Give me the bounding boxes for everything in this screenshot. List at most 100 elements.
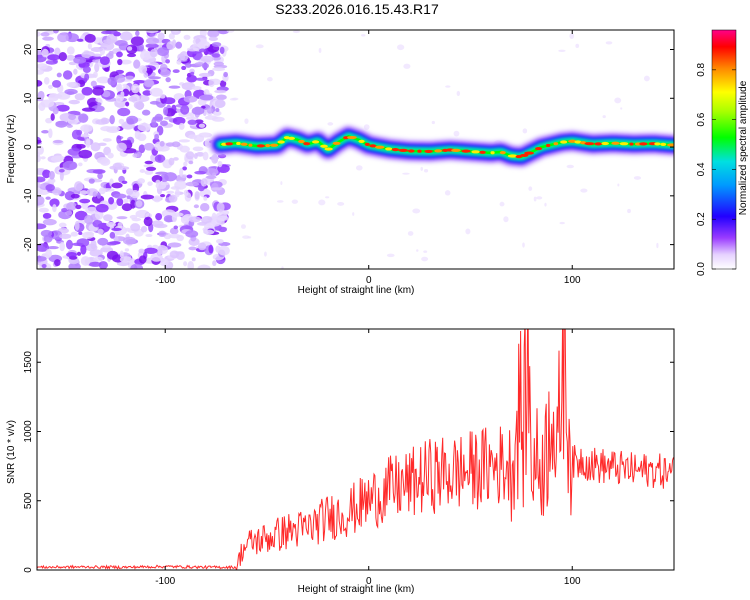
noise-blob (41, 130, 50, 134)
noise-blob (177, 53, 186, 61)
noise-blob (42, 169, 51, 179)
noise-blob (178, 139, 191, 143)
frequency-ridge (209, 88, 674, 206)
noise-blob (74, 93, 85, 101)
noise-blob (116, 142, 127, 153)
noise-blob (172, 30, 179, 33)
noise-blob (185, 151, 195, 160)
ridge-hotspot (611, 141, 620, 145)
noise-blob (80, 124, 93, 133)
noise-blob (163, 116, 173, 120)
noise-blob (198, 48, 207, 53)
noise-blob (138, 65, 148, 74)
noise-blob (65, 54, 76, 61)
noise-blob (168, 194, 178, 203)
noise-blob (84, 214, 94, 225)
noise-blob (159, 120, 168, 127)
faint-spot (397, 44, 405, 51)
noise-blob (188, 134, 198, 140)
noise-blob (130, 263, 144, 269)
ridge-hotspot (303, 142, 311, 146)
noise-blob (92, 53, 102, 57)
ridge-hotspot (236, 141, 241, 146)
faint-spot (559, 221, 565, 225)
faint-spot (327, 122, 334, 126)
noise-blob (154, 154, 166, 163)
noise-blob (85, 206, 99, 214)
noise-blob (103, 214, 113, 222)
noise-blob (201, 63, 209, 69)
faint-spot (453, 130, 460, 137)
noise-blob (115, 94, 123, 104)
noise-blob (82, 231, 94, 239)
noise-blob (212, 260, 217, 267)
noise-blob (208, 36, 218, 42)
noise-blob (119, 256, 133, 263)
noise-blob (149, 33, 155, 37)
noise-blob (119, 250, 124, 259)
noise-blob (212, 67, 226, 72)
noise-blob (136, 151, 142, 159)
noise-blob (38, 207, 49, 213)
colorbar-tick-label: 0.8 (696, 62, 707, 76)
noise-blob (68, 114, 77, 121)
noise-blob (81, 86, 93, 96)
faint-spot (240, 224, 247, 229)
noise-blob (217, 30, 230, 35)
colorbar-tick-label: 0.4 (696, 162, 707, 176)
noise-blob (66, 91, 75, 96)
noise-blob (186, 174, 193, 179)
noise-blob (204, 115, 219, 120)
ridge-hotspot (332, 141, 341, 145)
noise-blob (151, 117, 157, 127)
noise-blob (54, 47, 61, 57)
noise-blob (145, 166, 157, 171)
noise-blob (74, 181, 84, 192)
faint-spot (522, 242, 525, 248)
faint-spot (456, 90, 461, 96)
noise-blob (66, 201, 77, 211)
noise-blob (169, 227, 179, 235)
faint-spot (633, 176, 642, 180)
colorbar-tick-label: 0.2 (696, 212, 707, 226)
noise-blob (47, 84, 53, 89)
spectrogram-ytick-label: -10 (23, 188, 34, 203)
spectrogram-xtick-label: 0 (366, 275, 372, 286)
faint-spot (403, 63, 411, 69)
noise-blob (53, 140, 63, 144)
noise-blob (168, 233, 181, 239)
noise-blob (223, 71, 228, 78)
noise-blob (185, 181, 200, 187)
ridge-hotspot (660, 142, 667, 146)
noise-blob (75, 204, 82, 210)
noise-blob (160, 181, 170, 186)
noise-blob (37, 63, 48, 70)
noise-blob (133, 59, 141, 69)
noise-blob (135, 209, 150, 219)
ridge-hotspot (369, 144, 377, 148)
ridge-hotspot (666, 143, 674, 147)
noise-blob (126, 53, 137, 58)
noise-blob (85, 138, 91, 148)
faint-spot (444, 190, 451, 196)
noise-blob (96, 102, 102, 106)
noise-blob (165, 77, 171, 83)
faint-spot (465, 228, 471, 235)
noise-blob (151, 220, 164, 227)
ridge-hotspot (320, 144, 328, 148)
faint-spot (423, 250, 428, 253)
ridge-hotspot (256, 144, 265, 148)
faint-spot (276, 200, 284, 203)
noise-blob (95, 203, 109, 213)
noise-blob (140, 226, 148, 233)
noise-blob (133, 101, 145, 110)
ridge-hotspot (375, 145, 385, 149)
colorbar-scale (711, 29, 737, 270)
noise-blob (185, 230, 199, 238)
faint-spot (280, 181, 283, 185)
faint-spot (569, 33, 575, 39)
faint-spot (407, 231, 414, 236)
spectrogram-xlabel: Height of straight line (km) (298, 285, 415, 296)
noise-blob (45, 117, 53, 124)
faint-spot (566, 164, 574, 169)
